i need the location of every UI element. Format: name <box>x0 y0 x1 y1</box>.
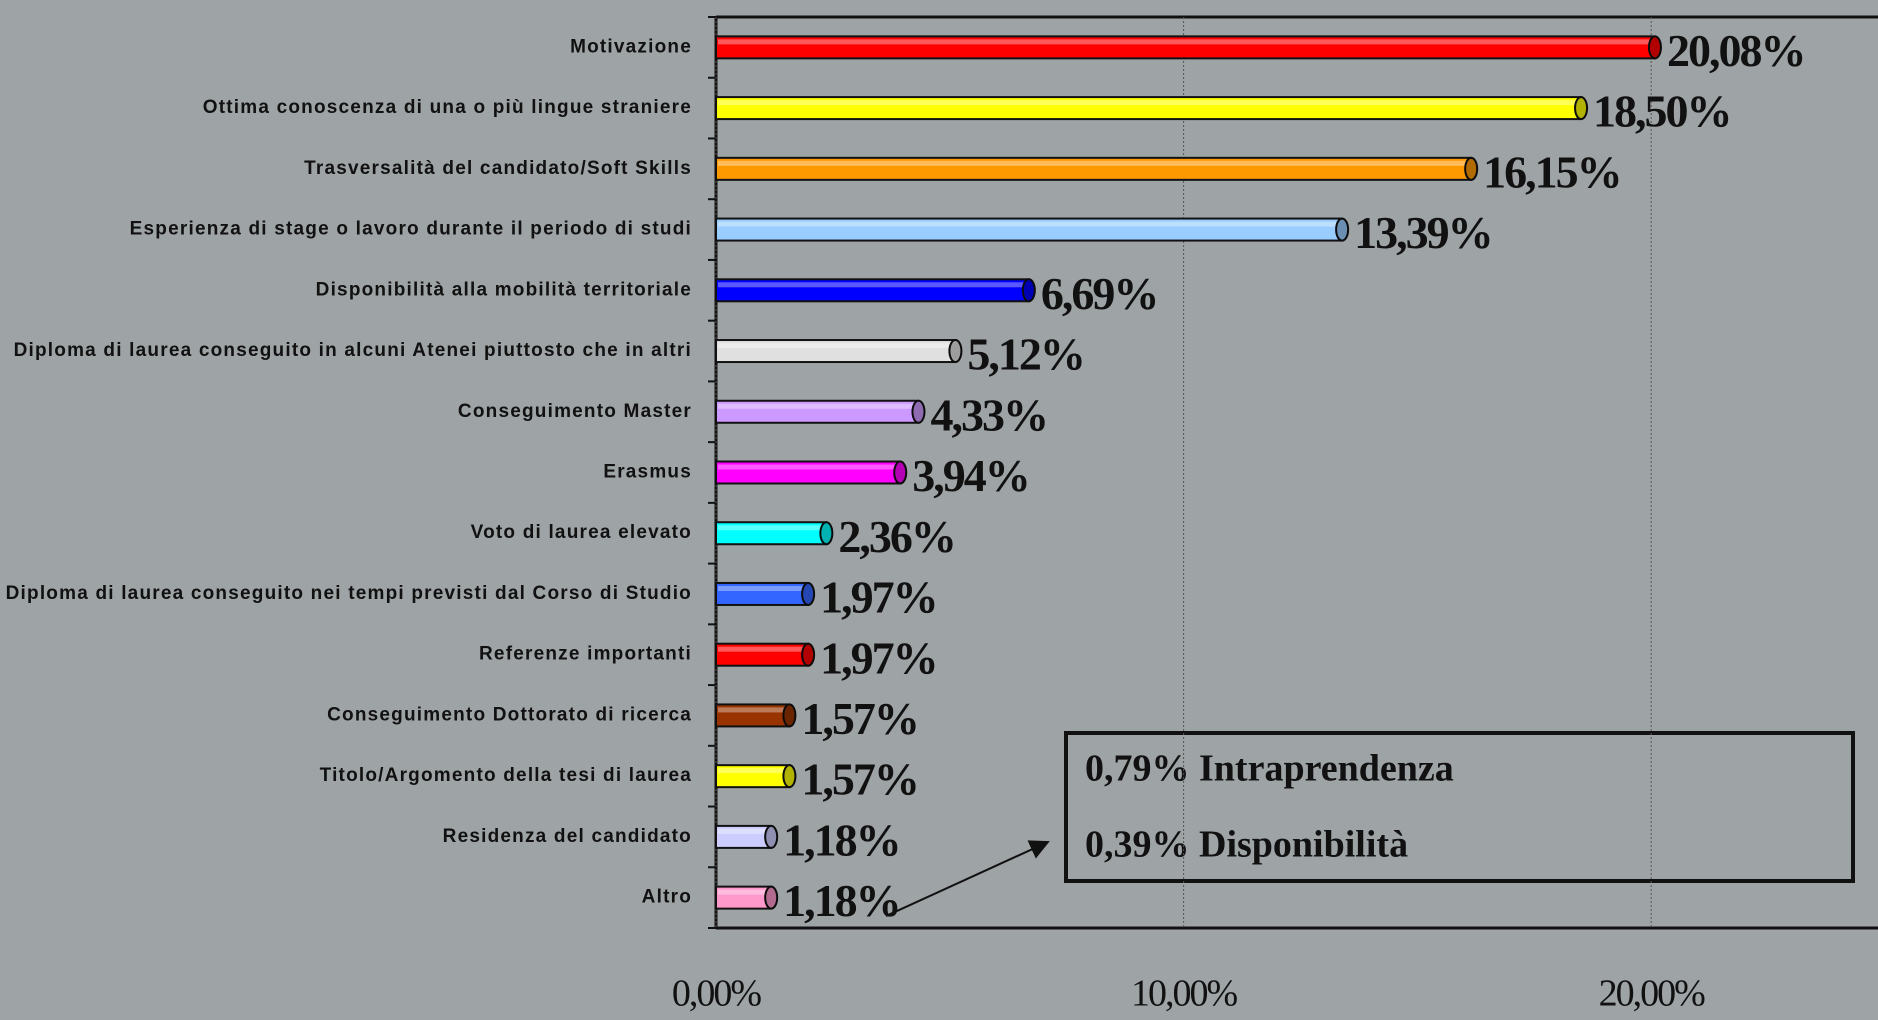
y-tick-label: Ottima conoscenza di una o più lingue st… <box>203 97 692 118</box>
data-label: 13,39% <box>1354 207 1492 258</box>
bar <box>715 35 1662 60</box>
bar <box>715 703 797 728</box>
data-label: 5,12% <box>967 329 1083 380</box>
y-tick-label: Conseguimento Dottorato di ricerca <box>327 704 692 725</box>
bar <box>715 581 816 606</box>
y-tick-label: Referenze importanti <box>479 644 692 665</box>
bar <box>715 217 1350 242</box>
bar-part <box>1464 156 1479 181</box>
bar <box>715 399 926 424</box>
bar <box>715 339 963 364</box>
bar <box>715 460 908 485</box>
bar-part <box>782 764 797 789</box>
bar-part <box>718 39 1653 45</box>
bar <box>715 521 834 546</box>
x-tick-label: 10,00% <box>1131 973 1238 1015</box>
data-label: 1,18% <box>783 814 900 865</box>
bar <box>715 642 816 667</box>
x-tick-label: 0,00% <box>672 973 762 1015</box>
bar-part <box>893 460 908 485</box>
annotation: 0,79% Intraprendenza <box>1085 748 1454 790</box>
bar <box>715 156 1479 181</box>
annotation: 0,39% Disponibilità <box>1085 824 1408 866</box>
bar-part <box>782 703 797 728</box>
bar-part <box>801 581 816 606</box>
bar-part <box>718 160 1470 166</box>
bar-part <box>718 525 825 531</box>
bar-part <box>764 824 779 849</box>
y-tick-label: Altro <box>642 887 692 908</box>
y-tick-label: Diploma di laurea conseguito nei tempi p… <box>6 583 692 604</box>
x-tick-label: 20,00% <box>1599 973 1706 1015</box>
y-tick-label: Diploma di laurea conseguito in alcuni A… <box>14 340 692 361</box>
bar <box>715 96 1589 121</box>
y-tick-label: Titolo/Argomento della tesi di laurea <box>320 765 692 786</box>
bar <box>715 764 797 789</box>
bar-part <box>948 339 963 364</box>
bar-part <box>1021 278 1036 303</box>
data-label: 1,57% <box>801 754 918 805</box>
data-label: 1,97% <box>820 632 937 683</box>
data-label: 2,36% <box>838 511 955 562</box>
bar-part <box>1647 35 1662 60</box>
bar-part <box>718 100 1580 106</box>
bar-part <box>718 585 807 591</box>
bar <box>715 824 779 849</box>
y-tick-label: Erasmus <box>603 462 692 483</box>
annotation-box <box>1064 731 1855 883</box>
bar-part <box>718 403 917 409</box>
data-label: 20,08% <box>1667 25 1805 76</box>
bar-part <box>718 464 899 470</box>
y-tick-label: Esperienza di stage o lavoro durante il … <box>130 219 692 240</box>
data-label: 6,69% <box>1041 268 1158 319</box>
y-tick-label: Conseguimento Master <box>458 401 692 422</box>
bar-part <box>911 399 926 424</box>
data-label: 1,18% <box>783 875 900 926</box>
bar-part <box>801 642 816 667</box>
data-label: 18,50% <box>1593 86 1731 137</box>
bar-part <box>718 768 788 774</box>
bar-part <box>764 885 779 910</box>
bar-part <box>1335 217 1350 242</box>
bar-part <box>718 828 770 834</box>
bar-part <box>1574 96 1589 121</box>
data-label: 3,94% <box>912 450 1029 501</box>
bar-part <box>718 707 788 713</box>
data-label: 1,57% <box>801 693 918 744</box>
y-tick-label: Disponibilità alla mobilità territoriale <box>316 279 692 300</box>
bar-part <box>718 646 807 652</box>
bar-part <box>718 221 1341 227</box>
bar-part <box>718 282 1027 288</box>
annotation-arrow <box>885 840 1050 917</box>
bar <box>715 885 779 910</box>
y-tick-label: Trasversalità del candidato/Soft Skills <box>304 158 692 179</box>
data-label: 16,15% <box>1483 146 1621 197</box>
data-label: 4,33% <box>930 389 1047 440</box>
bar-part <box>819 521 834 546</box>
bar-part <box>718 889 770 895</box>
y-tick-label: Residenza del candidato <box>443 826 692 847</box>
data-label: 1,97% <box>820 572 937 623</box>
y-tick-label: Voto di laurea elevato <box>471 522 692 543</box>
bar <box>715 278 1036 303</box>
bar-part <box>718 343 954 349</box>
y-tick-label: Motivazione <box>570 36 692 57</box>
